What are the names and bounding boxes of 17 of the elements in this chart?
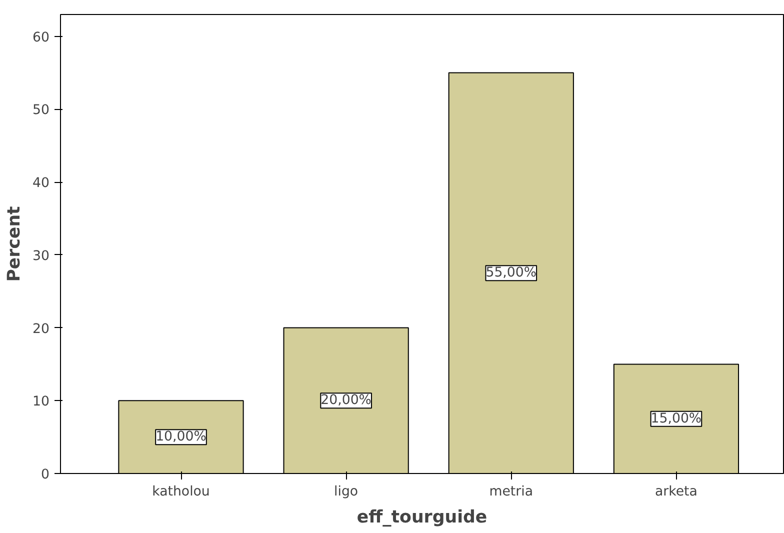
y-tick-label: 60: [32, 30, 50, 46]
y-axis-title: Percent: [4, 206, 25, 282]
x-tick-label: ligo: [334, 484, 358, 500]
x-tick-label: arketa: [654, 484, 698, 500]
x-axis-title: eff_tourguide: [356, 508, 488, 528]
x-tick-label: katholou: [152, 484, 210, 500]
y-tick-label: 50: [32, 103, 50, 118]
data-label: 20,00%: [320, 393, 372, 408]
y-tick-label: 0: [41, 468, 50, 482]
x-tick-label: metria: [489, 484, 534, 500]
data-label: 15,00%: [650, 411, 702, 426]
data-label: 10,00%: [156, 430, 206, 445]
y-tick-label: 10: [32, 394, 50, 410]
y-tick-label: 20: [32, 322, 50, 337]
y-tick-label: 40: [32, 176, 50, 192]
y-tick-label: 30: [32, 248, 50, 264]
data-label: 55,00%: [486, 266, 537, 281]
